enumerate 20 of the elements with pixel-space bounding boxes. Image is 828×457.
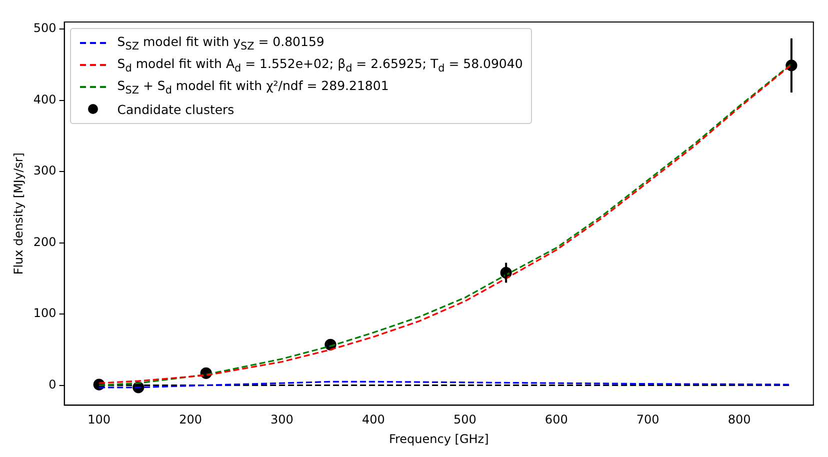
y-tick-label: 500 bbox=[33, 21, 56, 36]
x-tick-label: 500 bbox=[453, 412, 476, 427]
y-tick-label: 300 bbox=[33, 164, 56, 178]
x-tick-label: 200 bbox=[179, 412, 202, 427]
legend-label: S$_{SZ}$ model fit with y$_{SZ}$ = 0.80159 bbox=[117, 34, 324, 52]
text: S$_{d}$ model fit with A$_{d}$ = 1.552e+02; β$_{d}$ = 2.65925; T$_{d}$ = 58.09040 bbox=[117, 56, 523, 74]
x-tick-label: 100 bbox=[88, 412, 111, 427]
y-axis-title: Flux density [MJy/sr] bbox=[11, 152, 26, 275]
y-tick-label: 100 bbox=[33, 306, 56, 320]
x-axis-title: Frequency [GHz] bbox=[388, 432, 489, 446]
x-tick-label: 400 bbox=[362, 412, 385, 427]
y-tick-label: 400 bbox=[33, 92, 56, 106]
x-tick-label: 800 bbox=[728, 412, 751, 427]
y-tick-label: 0 bbox=[48, 377, 56, 392]
y-tick-label: 200 bbox=[33, 234, 56, 249]
legend-label: S$_{SZ}$ + S$_{d}$ model fit with χ²/ndf = 289.21801 bbox=[117, 78, 389, 96]
x-tick-label: 300 bbox=[270, 412, 294, 427]
x-tick-label: 700 bbox=[636, 412, 660, 427]
x-tick-label: 600 bbox=[544, 412, 568, 427]
legend-label: Candidate clusters bbox=[117, 102, 234, 116]
